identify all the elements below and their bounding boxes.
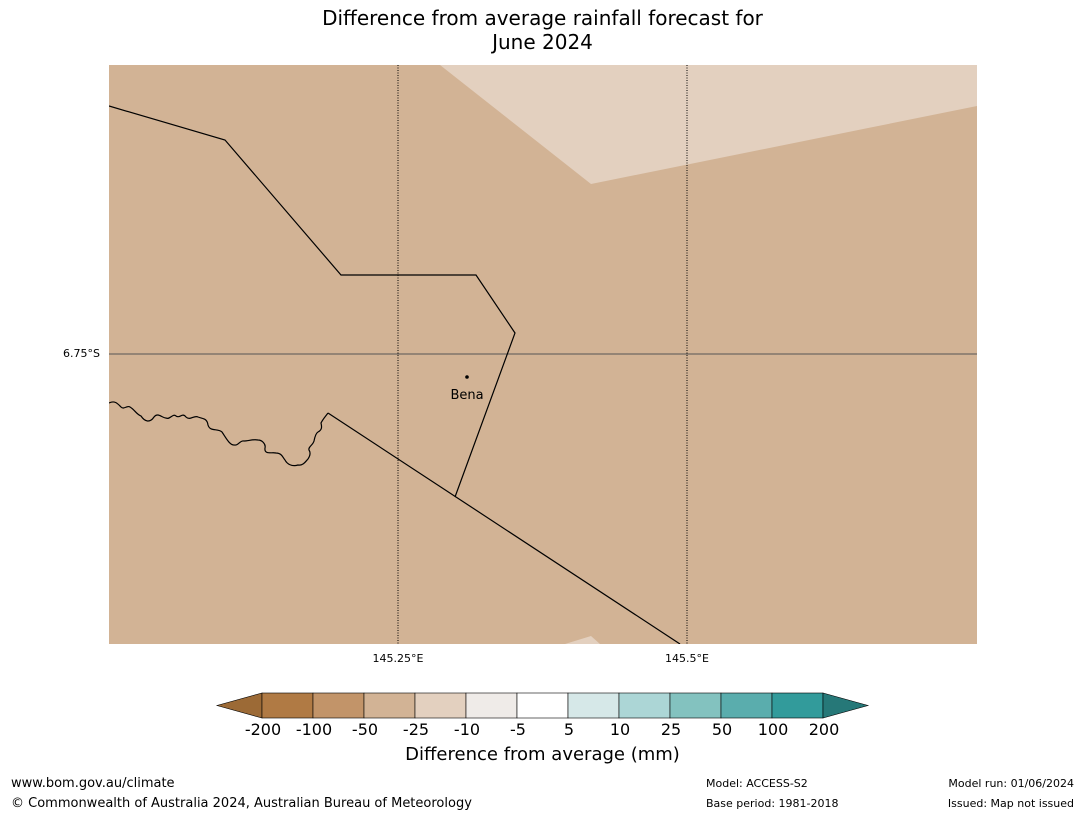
anomaly-fill-light-bottom: [565, 636, 600, 644]
longitude-label-145-25: 145.25°E: [372, 652, 424, 665]
footer-issued: Issued: Map not issued: [947, 797, 1074, 810]
province-boundary-south: [327, 412, 681, 644]
colorbar-tick-label: 5: [563, 720, 575, 739]
colorbar-swatch: [261, 692, 314, 719]
colorbar-swatch: [618, 692, 671, 719]
colorbar-swatch: [720, 692, 773, 719]
map-title-line-1: Difference from average rainfall forecas…: [322, 6, 763, 30]
colorbar-swatch: [465, 692, 518, 719]
longitude-label-145-5: 145.5°E: [665, 652, 709, 665]
colorbar-title: Difference from average (mm): [405, 744, 680, 765]
colorbar-tick-label: 50: [711, 720, 733, 739]
river-boundary: [109, 401, 329, 467]
colorbar-tick-label: 10: [609, 720, 631, 739]
colorbar-tick-label: 100: [757, 720, 789, 739]
colorbar-tick-label: -100: [295, 720, 333, 739]
colorbar-tick-label: -5: [510, 720, 526, 739]
colorbar-tick-label: 200: [808, 720, 840, 739]
footer-copyright: © Commonwealth of Australia 2024, Austra…: [11, 796, 472, 811]
colorbar-swatch: [771, 692, 824, 719]
place-label-bena: Bena: [450, 388, 484, 403]
colorbar-swatch: [669, 692, 722, 719]
colorbar-extension-low: [215, 692, 263, 719]
footer-model: Model: ACCESS-S2: [706, 777, 808, 790]
province-boundary-north: [109, 105, 516, 498]
map-title-line-2: June 2024: [492, 30, 593, 54]
colorbar-swatch: [567, 692, 620, 719]
colorbar-tick-label: -25: [402, 720, 430, 739]
anomaly-fill-light: [440, 65, 977, 184]
colorbar-swatch: [516, 692, 569, 719]
colorbar-swatch: [312, 692, 365, 719]
colorbar-tick-label: -10: [453, 720, 481, 739]
footer-website-link[interactable]: www.bom.gov.au/climate: [11, 776, 175, 791]
colorbar-swatch: [414, 692, 467, 719]
colorbar-extension-high: [822, 692, 870, 719]
place-marker-bena: [465, 375, 469, 379]
footer-base-period: Base period: 1981-2018: [706, 797, 839, 810]
colorbar-swatch: [363, 692, 416, 719]
colorbar-tick-label: 25: [660, 720, 682, 739]
latitude-label: 6.75°S: [63, 347, 100, 360]
colorbar-tick-label: -50: [351, 720, 379, 739]
footer-model-run: Model run: 01/06/2024: [948, 777, 1074, 790]
map-title: Difference from average rainfall forecas…: [0, 6, 1085, 54]
colorbar-tick-label: -200: [244, 720, 282, 739]
